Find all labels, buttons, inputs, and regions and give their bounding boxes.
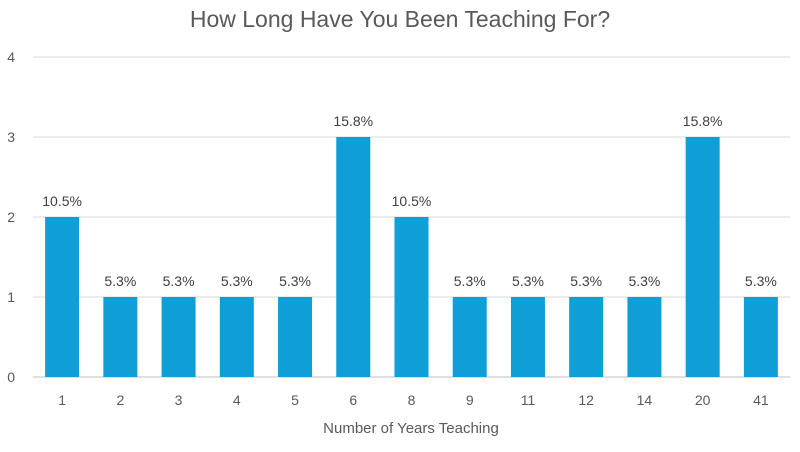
bar bbox=[278, 297, 313, 377]
y-tick-label: 1 bbox=[7, 289, 15, 305]
y-tick-label: 4 bbox=[7, 49, 15, 65]
x-tick-label: 4 bbox=[233, 392, 241, 408]
x-tick-label: 1 bbox=[58, 392, 66, 408]
bar bbox=[510, 297, 545, 377]
data-label: 5.3% bbox=[454, 273, 486, 289]
x-tick-label: 11 bbox=[521, 392, 536, 408]
y-tick-label: 0 bbox=[7, 369, 15, 385]
data-labels: 10.5% 5.3% 5.3% 5.3% 5.3% 15.8% 10.5% 5.3% 5.3% 5… bbox=[42, 113, 777, 289]
x-tick-label: 14 bbox=[637, 392, 653, 408]
data-label: 5.3% bbox=[163, 273, 195, 289]
data-label: 15.8% bbox=[683, 113, 723, 129]
data-label: 10.5% bbox=[392, 193, 432, 209]
bar bbox=[394, 217, 429, 377]
y-tick-label: 2 bbox=[7, 209, 15, 225]
bar bbox=[627, 297, 662, 377]
data-label: 5.3% bbox=[221, 273, 253, 289]
x-tick-label: 2 bbox=[116, 392, 124, 408]
chart-title: How Long Have You Been Teaching For? bbox=[189, 6, 611, 32]
x-tick-label: 12 bbox=[578, 392, 594, 408]
data-label: 5.3% bbox=[512, 273, 544, 289]
x-tick-label: 6 bbox=[349, 392, 357, 408]
x-axis-title: Number of Years Teaching bbox=[323, 420, 499, 437]
x-tick-label: 3 bbox=[175, 392, 183, 408]
data-label: 5.3% bbox=[745, 273, 777, 289]
bar bbox=[161, 297, 196, 377]
bar bbox=[219, 297, 254, 377]
x-tick-label: 5 bbox=[291, 392, 299, 408]
bar bbox=[685, 137, 720, 377]
bar bbox=[569, 297, 604, 377]
bar bbox=[336, 137, 371, 377]
data-label: 5.3% bbox=[279, 273, 311, 289]
x-tick-label: 8 bbox=[408, 392, 416, 408]
x-tick-label: 9 bbox=[466, 392, 474, 408]
x-tick-label: 20 bbox=[695, 392, 711, 408]
y-axis-ticks: 0 1 2 3 4 bbox=[7, 49, 15, 385]
data-label: 5.3% bbox=[104, 273, 136, 289]
bar bbox=[103, 297, 138, 377]
y-tick-label: 3 bbox=[7, 129, 15, 145]
bar bbox=[452, 297, 487, 377]
data-label: 5.3% bbox=[570, 273, 602, 289]
x-axis-ticks: 1 2 3 4 5 6 8 9 11 12 14 20 41 bbox=[58, 392, 769, 408]
bar bbox=[45, 217, 80, 377]
x-tick-label: 41 bbox=[753, 392, 769, 408]
data-label: 15.8% bbox=[333, 113, 373, 129]
data-label: 5.3% bbox=[628, 273, 660, 289]
data-label: 10.5% bbox=[42, 193, 82, 209]
bar bbox=[743, 297, 778, 377]
bars bbox=[45, 137, 778, 377]
